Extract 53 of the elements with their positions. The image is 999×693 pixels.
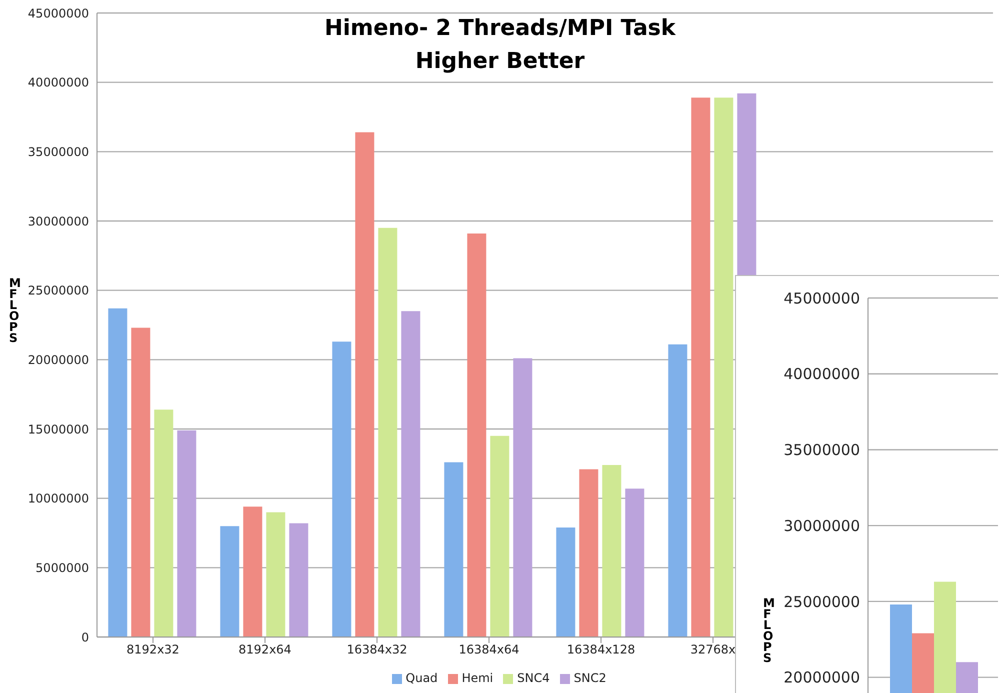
x-tick-label: 16384x64 xyxy=(458,642,520,657)
y-tick-label: 45000000 xyxy=(784,289,860,308)
bar xyxy=(220,526,240,637)
x-tick-label: 8192x64 xyxy=(238,642,292,657)
bar xyxy=(579,469,598,637)
bar xyxy=(154,410,174,637)
bar xyxy=(243,506,262,637)
bar xyxy=(177,430,196,637)
bar xyxy=(444,462,464,637)
x-tick-label: 16384x128 xyxy=(566,642,636,657)
y-axis-title: MFLOPS xyxy=(9,276,21,345)
bar xyxy=(467,233,486,637)
x-tick-label: 32768x xyxy=(690,642,736,657)
y-tick-label: 20000000 xyxy=(784,668,860,687)
bar xyxy=(668,344,688,637)
y-tick-label: 30000000 xyxy=(784,516,860,535)
y-tick-label: 25000000 xyxy=(784,592,860,611)
y-tick-label: 0 xyxy=(81,630,89,644)
bar xyxy=(556,527,576,637)
y-tick-label: 35000000 xyxy=(28,144,89,159)
y-tick-label: 40000000 xyxy=(784,365,860,384)
y-tick-label: 25000000 xyxy=(28,284,89,298)
bar xyxy=(131,328,150,637)
bar xyxy=(355,132,374,637)
legend-label: Quad xyxy=(406,671,438,685)
legend-label: SNC2 xyxy=(574,671,606,685)
bar xyxy=(513,358,532,637)
y-tick-label: 10000000 xyxy=(28,492,89,506)
y-tick-label: 20000000 xyxy=(28,352,89,367)
legend-label: SNC4 xyxy=(517,671,550,685)
legend-label: Hemi xyxy=(462,671,494,685)
bar xyxy=(691,98,710,637)
bar xyxy=(266,512,286,637)
bar xyxy=(625,488,644,637)
bar xyxy=(108,308,128,637)
y-tick-label: 30000000 xyxy=(28,214,89,228)
y-tick-label: 35000000 xyxy=(784,441,860,460)
y-axis-title: MFLOPS xyxy=(763,596,775,665)
y-tick-label: 5000000 xyxy=(36,560,89,575)
y-tick-label: 45000000 xyxy=(28,6,89,20)
y-tick-label: 40000000 xyxy=(28,76,89,90)
chart-title: Himeno- 2 Threads/MPI Task xyxy=(323,15,677,43)
bar xyxy=(714,98,734,637)
bar xyxy=(602,465,622,637)
bar xyxy=(378,228,398,637)
bar xyxy=(289,523,308,637)
bar xyxy=(401,311,420,637)
x-tick-label: 8192x32 xyxy=(126,642,180,657)
text: Higher Better xyxy=(414,48,586,76)
bar xyxy=(332,342,352,637)
bar xyxy=(490,436,510,637)
y-tick-label: 15000000 xyxy=(28,422,89,436)
x-tick-label: 16384x32 xyxy=(346,642,408,657)
